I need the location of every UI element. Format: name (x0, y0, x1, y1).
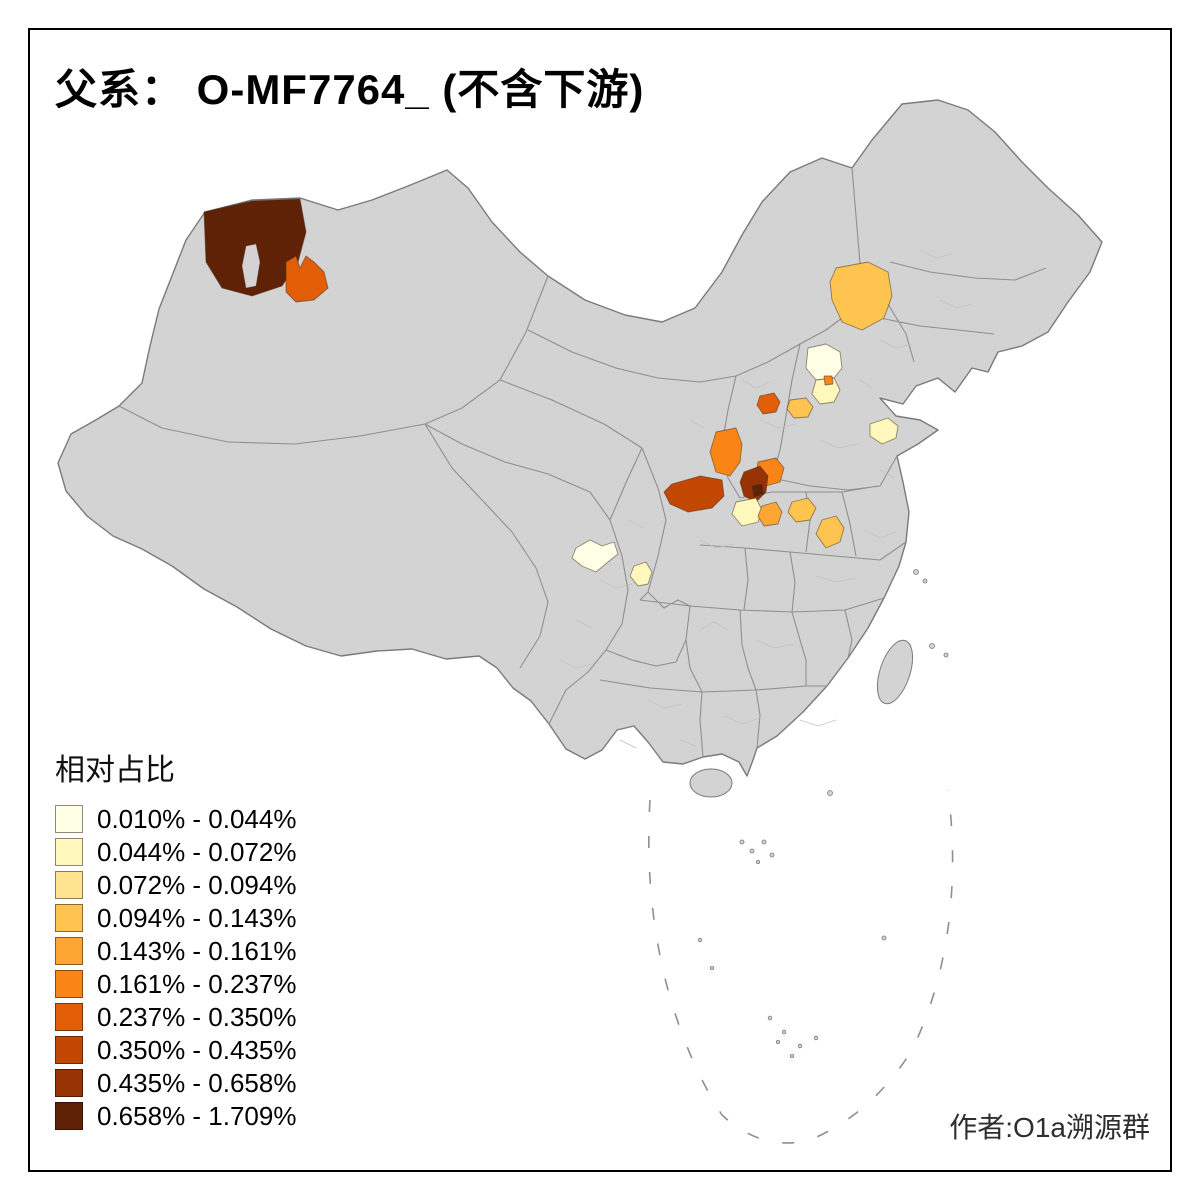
legend-swatch (55, 871, 83, 899)
legend-label: 0.044% - 0.072% (97, 836, 297, 867)
legend-swatch (55, 838, 83, 866)
legend-label: 0.237% - 0.350% (97, 1001, 297, 1032)
legend-row: 0.435% - 0.658% (55, 1067, 385, 1098)
region-shandong-coast (869, 417, 899, 445)
legend-label: 0.094% - 0.143% (97, 902, 297, 933)
region-sichuan-pale (571, 539, 619, 573)
region-guanzhong-dark-dot (751, 483, 765, 498)
nine-dash-line (648, 789, 954, 1144)
prefecture-borders (559, 249, 973, 749)
legend-swatch (55, 1069, 83, 1097)
china-mainland (57, 99, 1103, 777)
region-shanxi-dot (756, 392, 781, 415)
small-islands (697, 569, 949, 1059)
author-credit: 作者:O1a溯源群 (949, 1112, 1150, 1143)
region-henan-pale (731, 497, 763, 527)
legend-swatch (55, 937, 83, 965)
region-beijing-north (805, 343, 843, 381)
legend-label: 0.143% - 0.161% (97, 935, 297, 966)
region-northwest-ili-cutout (241, 243, 261, 289)
legend-swatch (55, 805, 83, 833)
region-inner-mongolia-patch (829, 261, 893, 331)
legend-row: 0.044% - 0.072% (55, 836, 385, 867)
region-henan-mid-2 (815, 515, 845, 549)
region-chongqing-pale (629, 561, 653, 587)
hainan-island (689, 768, 733, 798)
legend-swatch (55, 1003, 83, 1031)
choropleth-regions (203, 198, 899, 587)
region-guanzhong-west (663, 475, 725, 513)
region-beijing-south (811, 377, 841, 405)
legend-label: 0.072% - 0.094% (97, 869, 297, 900)
legend-label: 0.010% - 0.044% (97, 803, 297, 834)
legend-row: 0.658% - 1.709% (55, 1100, 385, 1131)
legend-swatch (55, 970, 83, 998)
legend-row: 0.094% - 0.143% (55, 902, 385, 933)
legend-row: 0.143% - 0.161% (55, 935, 385, 966)
legend-row: 0.010% - 0.044% (55, 803, 385, 834)
legend-label: 0.658% - 1.709% (97, 1100, 297, 1131)
region-henan-orange (757, 501, 783, 527)
region-beijing-dot (823, 375, 834, 386)
region-hebei-patch (786, 397, 814, 419)
legend-label: 0.435% - 0.658% (97, 1067, 297, 1098)
legend-swatch (55, 1036, 83, 1064)
legend-swatch (55, 904, 83, 932)
region-shaanxi-north (709, 427, 743, 477)
legend-row: 0.237% - 0.350% (55, 1001, 385, 1032)
legend-swatch (55, 1102, 83, 1130)
region-northwest-bortala (285, 255, 329, 303)
legend-row: 0.072% - 0.094% (55, 869, 385, 900)
legend: 相对占比 0.010% - 0.044% 0.044% - 0.072% 0.0… (55, 745, 385, 1135)
legend-title: 相对占比 (55, 754, 175, 787)
legend-label: 0.161% - 0.237% (97, 968, 297, 999)
legend-label: 0.350% - 0.435% (97, 1034, 297, 1065)
legend-row: 0.350% - 0.435% (55, 1034, 385, 1065)
region-henan-mid-1 (787, 497, 817, 523)
legend-row: 0.161% - 0.237% (55, 968, 385, 999)
taiwan-island (876, 639, 914, 705)
page-title: 父系： O-MF7764_ (不含下游) (55, 66, 645, 113)
